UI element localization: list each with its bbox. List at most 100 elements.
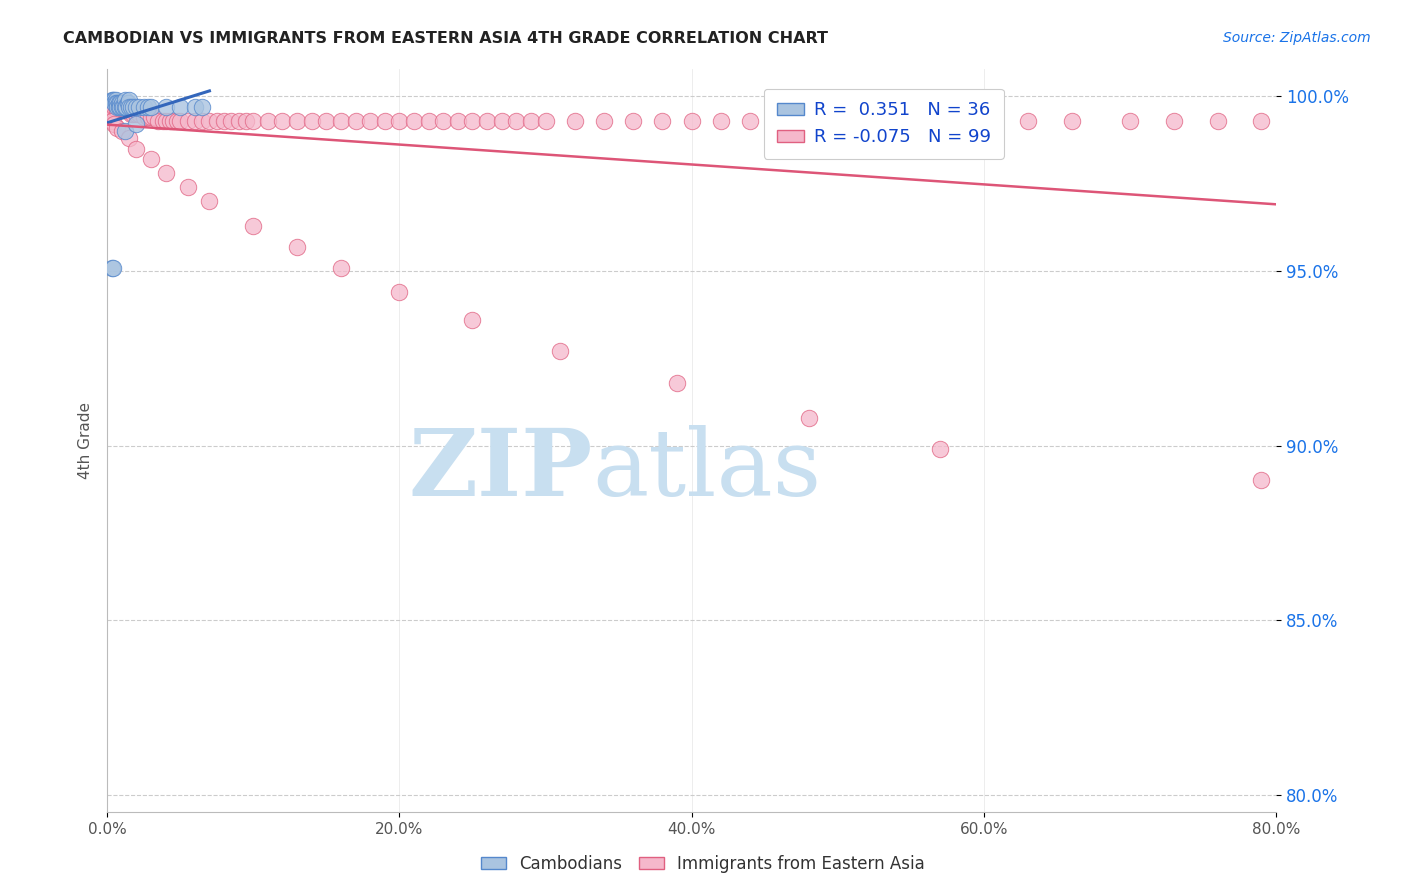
Point [122,107,145,121]
Point [1206,114,1229,128]
Point [344,114,367,128]
Point [166,114,188,128]
Point [432,114,454,128]
Text: atlas: atlas [592,425,821,515]
Point [1119,114,1142,128]
Point [100,114,122,128]
Point [110,103,132,118]
Point [100,100,122,114]
Text: CAMBODIAN VS IMMIGRANTS FROM EASTERN ASIA 4TH GRADE CORRELATION CHART: CAMBODIAN VS IMMIGRANTS FROM EASTERN ASI… [63,31,828,46]
Point [856,114,879,128]
Point [105,96,128,111]
Point [136,111,159,125]
Point [117,96,139,111]
Point [221,114,243,128]
Point [118,103,141,118]
Point [520,114,543,128]
Point [388,114,411,128]
Point [105,103,128,118]
Point [115,100,138,114]
Point [118,131,141,145]
Point [491,114,513,128]
Point [112,103,135,118]
Point [710,114,733,128]
Point [235,114,257,128]
Point [125,142,148,156]
Point [118,100,141,114]
Point [115,103,138,118]
Point [111,100,134,114]
Point [176,180,198,194]
Point [329,114,352,128]
Point [447,114,470,128]
Point [191,100,214,114]
Point [118,93,141,107]
Point [1017,114,1039,128]
Point [122,100,145,114]
Point [101,103,124,118]
Point [797,114,820,128]
Point [388,285,411,299]
Point [112,100,135,114]
Point [900,114,922,128]
Point [108,100,131,114]
Point [128,107,150,121]
Point [198,114,221,128]
Y-axis label: 4th Grade: 4th Grade [79,401,93,479]
Point [139,111,162,125]
Point [198,194,221,209]
Point [105,120,128,135]
Point [548,344,571,359]
Point [139,153,162,167]
Legend: R =  0.351   N = 36, R = -0.075   N = 99: R = 0.351 N = 36, R = -0.075 N = 99 [763,88,1004,159]
Point [114,93,136,107]
Point [205,114,228,128]
Point [114,103,136,118]
Point [681,114,703,128]
Point [621,114,644,128]
Point [114,100,136,114]
Point [101,260,124,275]
Point [651,114,673,128]
Point [827,114,849,128]
Point [104,96,127,111]
Point [103,117,125,131]
Point [110,96,132,111]
Point [564,114,586,128]
Point [797,410,820,425]
Point [1250,474,1272,488]
Point [461,313,484,327]
Point [111,124,134,138]
Point [257,114,280,128]
Point [285,239,308,253]
Point [402,114,425,128]
Point [159,114,181,128]
Point [315,114,337,128]
Point [768,114,790,128]
Point [101,93,124,107]
Point [169,100,191,114]
Point [329,260,352,275]
Point [374,114,396,128]
Point [125,107,148,121]
Point [285,114,308,128]
Point [142,111,165,125]
Point [169,114,191,128]
Point [973,114,995,128]
Point [1163,114,1185,128]
Point [103,93,125,107]
Point [100,93,122,107]
Point [125,117,148,131]
Point [103,96,125,111]
Point [103,100,125,114]
Point [114,124,136,138]
Point [132,100,155,114]
Point [228,114,250,128]
Point [104,100,127,114]
Point [418,114,440,128]
Point [738,114,761,128]
Point [125,100,148,114]
Point [212,114,235,128]
Point [242,219,264,233]
Point [534,114,557,128]
